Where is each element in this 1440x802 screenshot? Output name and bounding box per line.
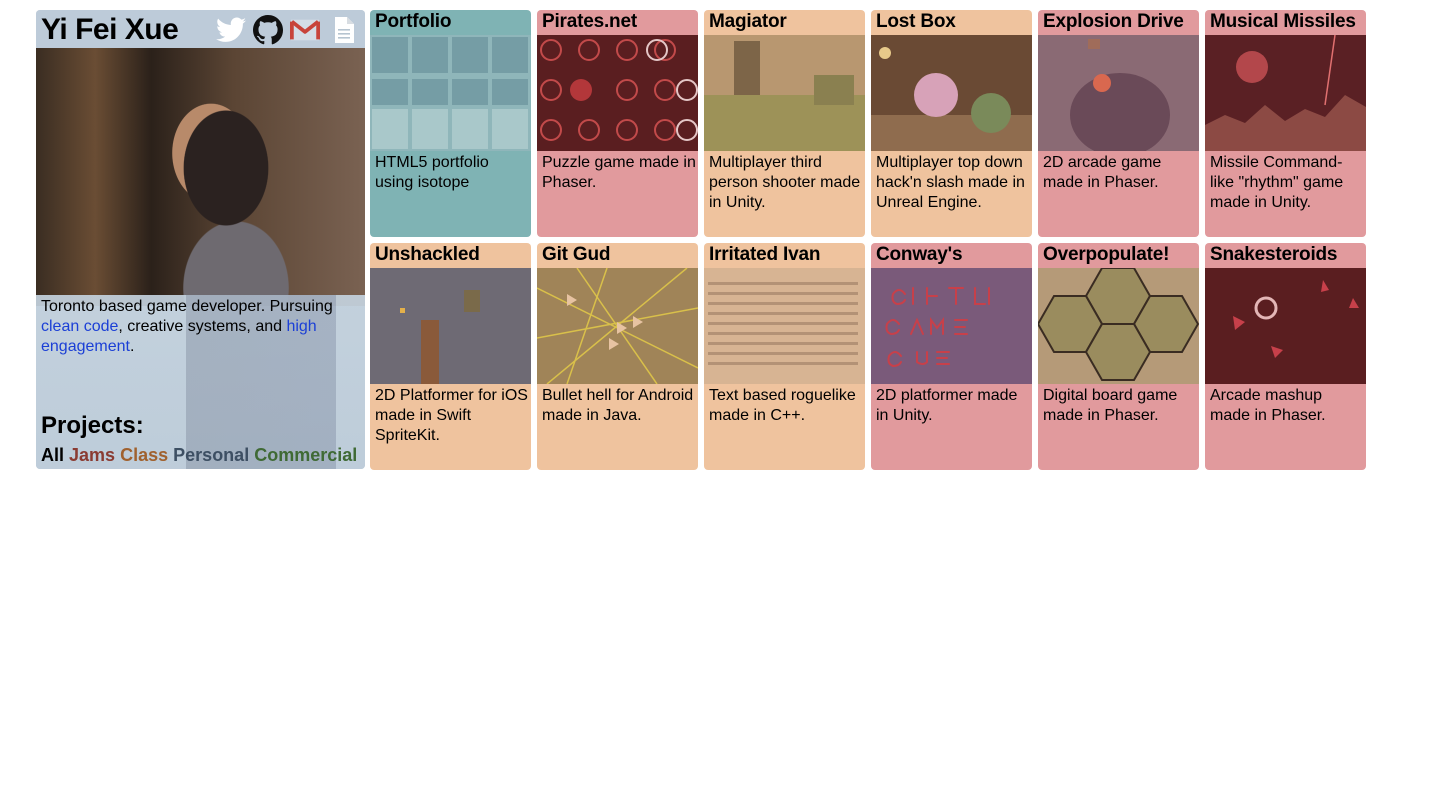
project-description: 2D Platformer for iOS made in Swift Spri… [375,387,528,444]
project-tile-irritated-ivan[interactable]: Irritated Ivan Text based roguelike made… [704,243,865,470]
project-tile-git-gud[interactable]: Git Gud Bullet hell for Android made in … [537,243,698,470]
project-thumbnail [871,268,1032,384]
project-thumbnail [537,35,698,151]
project-tile-conways[interactable]: Conway's 2D platformer made in Unity. [871,243,1032,470]
project-tile-snakesteroids[interactable]: Snakesteroids Arcade mashup made in Phas… [1205,243,1366,470]
project-title: Magiator [709,11,787,32]
project-description: Bullet hell for Android made in Java. [542,387,694,424]
bio-text: Toronto based game developer. Pursuing c… [41,297,361,357]
twitter-icon[interactable] [216,15,246,45]
github-icon[interactable] [253,15,283,45]
project-description: Digital board game made in Phaser. [1043,387,1178,424]
project-tile-unshackled[interactable]: Unshackled 2D Platformer for iOS made in… [370,243,531,470]
filter-personal[interactable]: Personal [173,445,250,465]
profile-name: Yi Fei Xue [41,13,179,46]
project-tile-portfolio[interactable]: Portfolio HTML5 portfolio using isotope [370,10,531,237]
project-description: Puzzle game made in Phaser. [542,154,696,191]
project-description: Text based roguelike made in C++. [709,387,856,424]
high-engagement-link[interactable]: high engagement [41,318,317,355]
project-title: Musical Missiles [1210,11,1356,32]
resume-document-icon[interactable] [329,15,359,45]
project-description: 2D arcade game made in Phaser. [1043,154,1162,191]
bio-text-middle: , creative systems, and [118,318,287,335]
project-tile-musical-missiles[interactable]: Musical Missiles Missile Command-like "r… [1205,10,1366,237]
project-thumbnail [370,268,531,384]
project-description: HTML5 portfolio using isotope [375,154,489,191]
project-description: Arcade mashup made in Phaser. [1210,387,1326,424]
project-title: Pirates.net [542,11,637,32]
project-description: Missile Command-like "rhythm" game made … [1210,154,1344,211]
project-tile-magiator[interactable]: Magiator Multiplayer third person shoote… [704,10,865,237]
project-title: Irritated Ivan [709,244,821,265]
project-tile-explosion-drive[interactable]: Explosion Drive 2D arcade game made in P… [1038,10,1199,237]
project-title: Overpopulate! [1043,244,1170,265]
profile-card: Yi Fei Xue Toronto based game developer.… [36,10,365,469]
bio-text-end: . [129,338,135,355]
project-thumbnail [704,35,865,151]
project-title: Conway's [876,244,963,265]
filter-commercial[interactable]: Commercial [254,445,358,465]
filter-jams[interactable]: Jams [69,445,116,465]
project-thumbnail [1205,268,1366,384]
profile-photo-lower [36,295,365,469]
project-thumbnail [704,268,865,384]
project-thumbnail [1205,35,1366,151]
project-thumbnail [537,268,698,384]
project-thumbnail [1038,268,1199,384]
profile-photo [36,48,365,306]
project-thumbnail [370,35,531,151]
project-description: 2D platformer made in Unity. [876,387,1018,424]
project-title: Snakesteroids [1210,244,1338,265]
bio-text-start: Toronto based game developer. Pursuing [41,298,333,315]
project-title: Lost Box [876,11,956,32]
project-description: Multiplayer third person shooter made in… [709,154,861,211]
project-thumbnail [871,35,1032,151]
projects-heading: Projects: [41,412,144,439]
project-tile-overpopulate[interactable]: Overpopulate! Digital board game made in… [1038,243,1199,470]
clean-code-link[interactable]: clean code [41,318,119,335]
project-title: Unshackled [375,244,480,265]
project-title: Portfolio [375,11,452,32]
project-description: Multiplayer top down hack'n slash made i… [876,154,1025,211]
filter-class[interactable]: Class [120,445,169,465]
gmail-icon[interactable] [290,15,320,45]
project-filters: All Jams Class Personal Commercial [41,445,357,466]
project-thumbnail [1038,35,1199,151]
project-title: Git Gud [542,244,611,265]
filter-all[interactable]: All [41,445,65,465]
project-title: Explosion Drive [1043,11,1184,32]
project-tile-pirates-net[interactable]: Pirates.net Puzzle game made in Phaser. [537,10,698,237]
project-tile-lost-box[interactable]: Lost Box Multiplayer top down hack'n sla… [871,10,1032,237]
